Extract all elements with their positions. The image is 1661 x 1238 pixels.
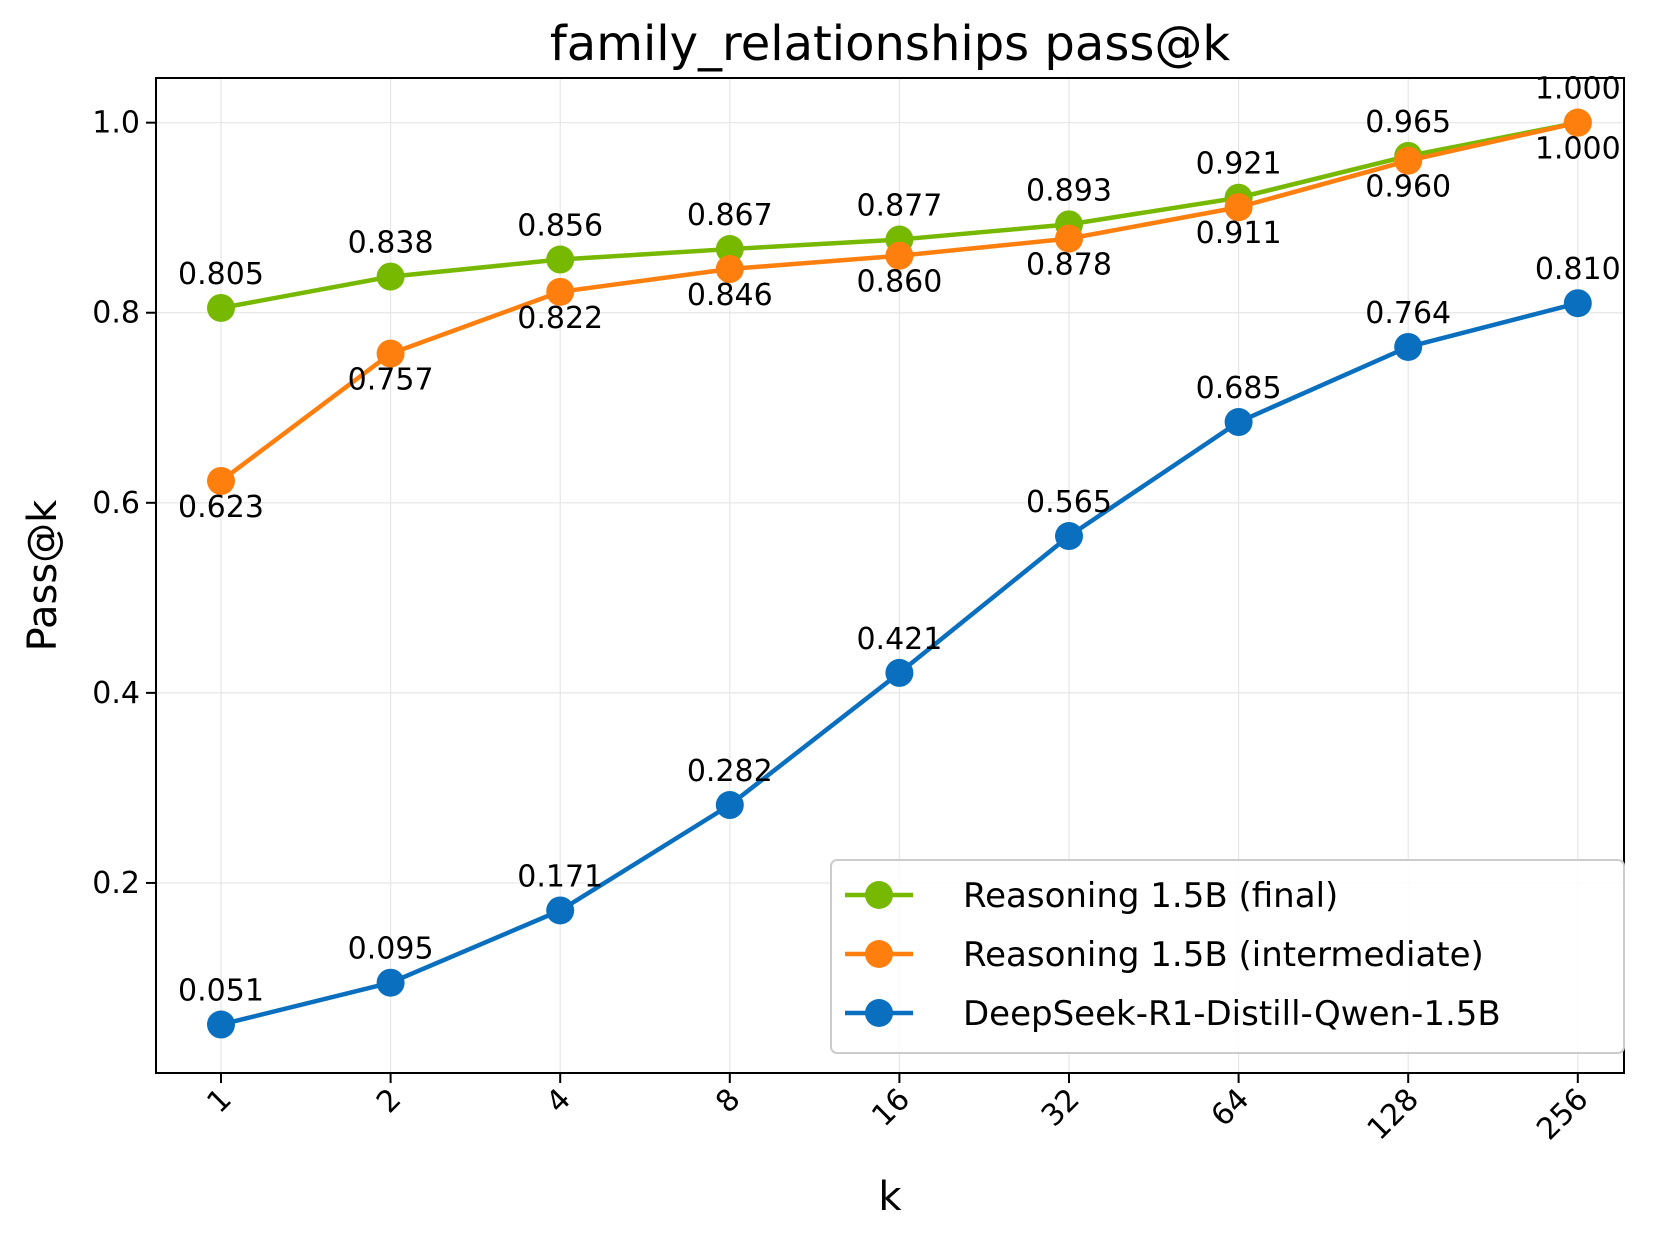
data-label: 0.878 — [1026, 248, 1112, 283]
data-label: 0.921 — [1196, 147, 1282, 182]
data-label: 0.095 — [348, 932, 434, 967]
plot-frame — [155, 77, 1625, 1074]
y-tick-label: 0.6 — [92, 486, 140, 521]
data-point — [207, 466, 235, 495]
legend: Reasoning 1.5B (final) Reasoning 1.5B (in… — [830, 859, 1625, 1054]
chart-title: family_relationships pass@k — [550, 16, 1230, 72]
series-3 — [207, 289, 1592, 1039]
data-label: 1.000 — [1535, 132, 1621, 167]
data-label: 0.846 — [687, 278, 773, 313]
series-layer — [207, 108, 1592, 1039]
data-label: 0.877 — [856, 189, 942, 224]
data-label: 0.757 — [348, 363, 434, 398]
data-label: 0.805 — [178, 257, 264, 292]
legend-item: Reasoning 1.5B (intermediate) — [845, 935, 1484, 975]
data-point — [1394, 332, 1423, 361]
data-point — [1563, 108, 1592, 137]
data-label: 0.421 — [856, 622, 942, 657]
legend-swatch-marker — [865, 940, 893, 968]
data-point — [207, 1010, 235, 1039]
legend-box — [830, 859, 1625, 1054]
data-point — [1055, 522, 1083, 551]
data-point — [546, 277, 575, 306]
data-label: 0.856 — [517, 209, 603, 244]
y-tick-label: 1.0 — [92, 106, 140, 141]
data-point — [715, 255, 744, 284]
legend-swatch-marker — [865, 999, 893, 1027]
legend-label: DeepSeek-R1-Distill-Qwen-1.5B — [963, 994, 1501, 1034]
legend-swatch-marker — [865, 881, 893, 909]
y-tick-label: 0.2 — [92, 866, 140, 901]
data-label: 0.860 — [856, 265, 942, 300]
legend-item: DeepSeek-R1-Distill-Qwen-1.5B — [845, 994, 1501, 1034]
data-label: 0.810 — [1535, 252, 1621, 287]
data-label: 0.960 — [1365, 170, 1451, 205]
series-2 — [207, 108, 1592, 495]
data-point — [715, 791, 744, 820]
y-tick-label: 0.8 — [92, 296, 140, 331]
data-point — [546, 245, 575, 274]
data-point — [207, 293, 235, 322]
data-point — [1224, 193, 1253, 222]
data-point — [1563, 289, 1592, 318]
y-axis-label: Pass@k — [20, 499, 66, 652]
data-label: 0.965 — [1365, 105, 1451, 140]
data-label: 0.565 — [1026, 485, 1112, 520]
data-point — [1394, 146, 1423, 175]
data-point — [376, 968, 405, 997]
legend-label: Reasoning 1.5B (intermediate) — [963, 935, 1484, 975]
data-label: 0.911 — [1196, 216, 1282, 251]
data-point — [376, 339, 405, 368]
data-label: 0.838 — [348, 226, 434, 261]
data-point — [885, 658, 914, 687]
data-label: 1.000 — [1535, 72, 1621, 107]
data-point — [1055, 224, 1083, 253]
data-point — [546, 896, 575, 925]
data-label: 0.685 — [1196, 371, 1282, 406]
data-label: 0.867 — [687, 198, 773, 233]
data-point — [885, 241, 914, 270]
legend-item: Reasoning 1.5B (final) — [845, 876, 1338, 916]
data-label: 0.051 — [178, 974, 264, 1009]
legend-label: Reasoning 1.5B (final) — [963, 876, 1338, 916]
data-label-layer: 0.805 0.838 0.856 0.867 0.877 0.893 0.921 0.965… — [178, 72, 1621, 1009]
data-label: 0.822 — [517, 301, 603, 336]
data-label: 0.764 — [1365, 296, 1451, 331]
data-point — [715, 235, 744, 264]
data-point — [376, 262, 405, 291]
data-label: 0.171 — [517, 859, 603, 894]
data-label: 0.282 — [687, 754, 773, 789]
data-label: 0.623 — [178, 490, 264, 525]
y-tick-label: 0.4 — [92, 676, 140, 711]
data-point — [1224, 408, 1253, 437]
x-axis-label: k — [878, 1174, 902, 1220]
data-label: 0.893 — [1026, 173, 1112, 208]
